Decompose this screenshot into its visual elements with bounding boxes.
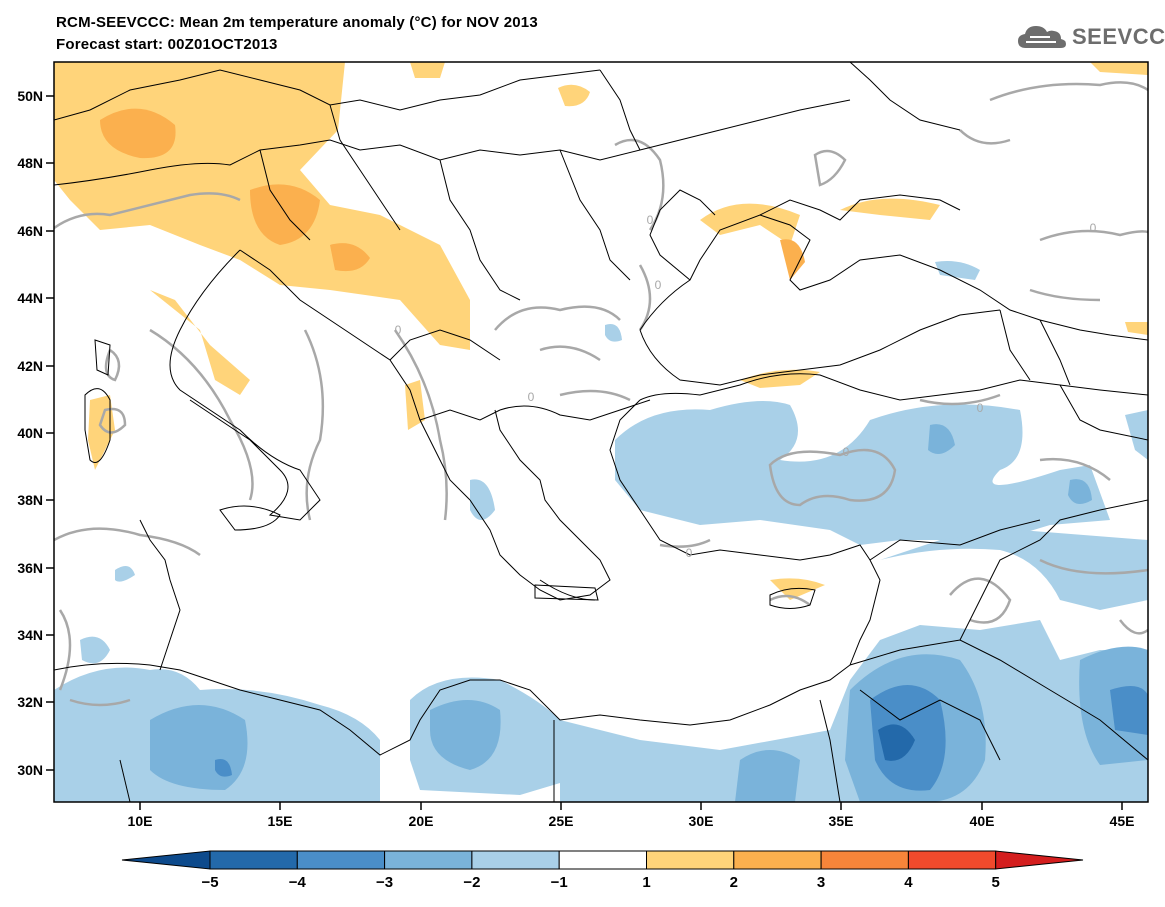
colorbar-tick-label: 4 bbox=[904, 874, 913, 891]
lat-label: 30N bbox=[17, 762, 43, 778]
colorbar-tick-label: 1 bbox=[642, 874, 651, 891]
lat-label: 46N bbox=[17, 223, 43, 239]
colorbar-tick-label: 3 bbox=[816, 874, 826, 891]
contour-label: 0 bbox=[395, 323, 402, 337]
lon-label: 30E bbox=[689, 813, 714, 829]
colorbar-tick-label: −1 bbox=[550, 874, 568, 891]
lat-label: 38N bbox=[17, 492, 43, 508]
title-line-1: RCM-SEEVCCC: Mean 2m temperature anomaly… bbox=[56, 14, 538, 31]
colorbar-segment bbox=[471, 850, 560, 870]
colorbar-tick-label: 5 bbox=[991, 874, 1000, 891]
colorbar-segment bbox=[296, 850, 386, 870]
lat-label: 50N bbox=[17, 88, 43, 104]
logo-text: SEEVCCC bbox=[1072, 24, 1165, 49]
lat-label: 36N bbox=[17, 560, 43, 576]
warm-anomaly-regions bbox=[54, 62, 1148, 600]
contour-label: 0 bbox=[977, 401, 984, 415]
colorbar-min-arrow bbox=[121, 850, 211, 870]
contour-label: 0 bbox=[843, 445, 850, 459]
colorbar-segment bbox=[907, 850, 997, 870]
colorbar-max-arrow bbox=[995, 850, 1084, 870]
colorbar-segment bbox=[733, 850, 822, 870]
contour-label: 0 bbox=[647, 213, 654, 227]
lat-label: 32N bbox=[17, 694, 43, 710]
seevccc-logo: SEEVCCC bbox=[1016, 22, 1165, 52]
coastlines bbox=[54, 62, 1148, 802]
axis-ticks bbox=[46, 95, 1123, 810]
colorbar-segment bbox=[209, 850, 298, 870]
colorbar-segment bbox=[384, 850, 473, 870]
lon-label: 25E bbox=[549, 813, 574, 829]
lat-label: 42N bbox=[17, 358, 43, 374]
colorbar-segment bbox=[820, 850, 909, 870]
lon-label: 40E bbox=[970, 813, 995, 829]
colorbar-tick-label: −4 bbox=[288, 874, 306, 891]
lon-label: 10E bbox=[128, 813, 153, 829]
contour-label: 0 bbox=[686, 546, 693, 560]
lat-label: 40N bbox=[17, 425, 43, 441]
lat-label: 48N bbox=[17, 155, 43, 171]
colorbar-tick-label: −3 bbox=[376, 874, 394, 891]
contour-label: 0 bbox=[528, 390, 535, 404]
contour-label: 0 bbox=[655, 278, 662, 292]
colorbar-segment bbox=[558, 850, 648, 870]
lat-label: 44N bbox=[17, 290, 43, 306]
cloud-icon bbox=[1018, 26, 1066, 48]
title-line-2: Forecast start: 00Z01OCT2013 bbox=[56, 36, 278, 53]
lon-label: 35E bbox=[829, 813, 854, 829]
lon-label: 15E bbox=[268, 813, 293, 829]
contour-label: 0 bbox=[1090, 221, 1097, 235]
lon-label: 45E bbox=[1110, 813, 1135, 829]
colorbar-tick-label: 2 bbox=[729, 874, 738, 891]
colorbar-tick-label: −2 bbox=[463, 874, 481, 891]
lon-label: 20E bbox=[409, 813, 434, 829]
axis-labels: 50N 48N 46N 44N 42N 40N 38N 36N 34N 32N 30N 10E 15E 2… bbox=[17, 88, 1134, 829]
cold-anomaly-regions bbox=[54, 261, 1148, 802]
colorbar-segment bbox=[646, 850, 735, 870]
map-border bbox=[53, 61, 1149, 803]
colorbar-tick-label: −5 bbox=[201, 874, 219, 891]
lat-label: 34N bbox=[17, 627, 43, 643]
